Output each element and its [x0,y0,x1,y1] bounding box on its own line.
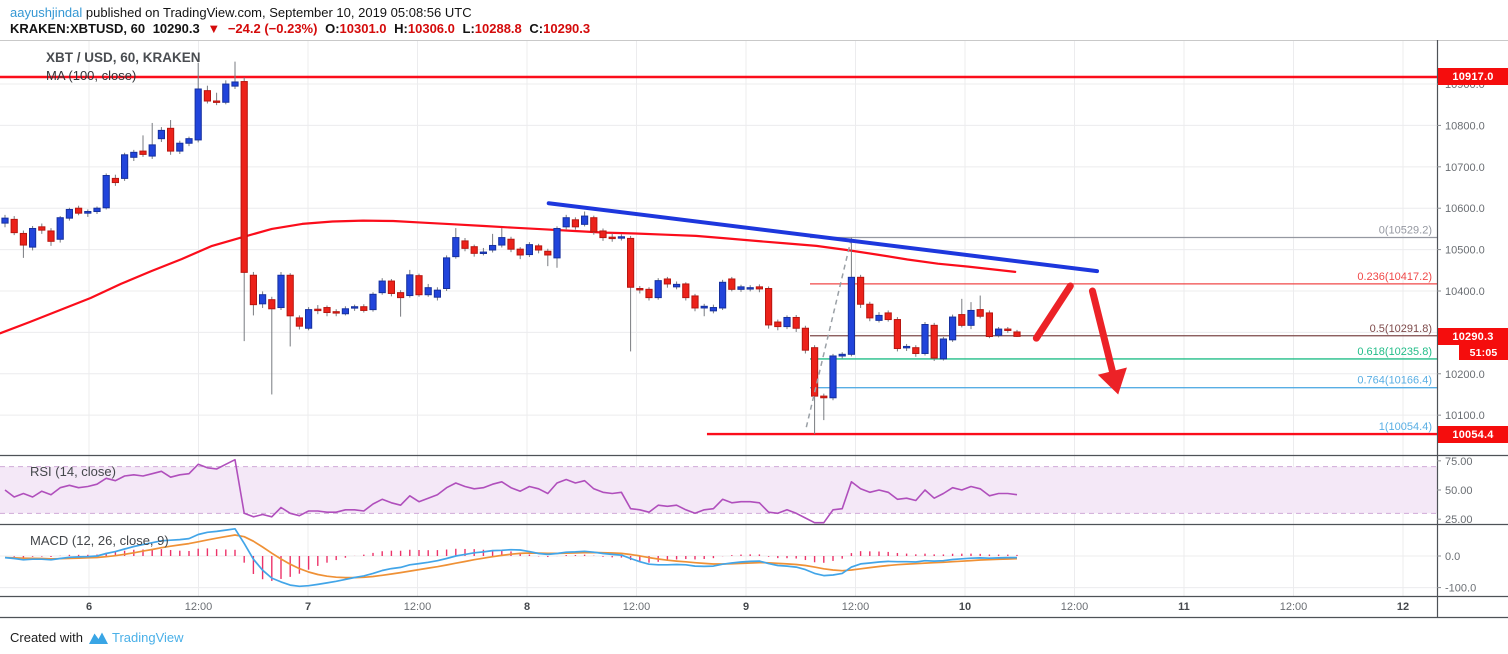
drawn-arrow [1032,282,1127,395]
svg-text:0.764(10166.4): 0.764(10166.4) [1357,375,1432,387]
resistance-price-tag: 10917.0 [1438,68,1508,85]
symbol-line: KRAKEN:XBTUSD, 60 10290.3 ▼ −24.2 (−0.23… [10,21,594,36]
rsi-band [0,466,1437,514]
high-value: 10306.0 [407,21,455,36]
svg-text:25.00: 25.00 [1445,514,1473,526]
author-link[interactable]: aayushjindal [10,5,83,20]
svg-text:0(10529.2): 0(10529.2) [1379,225,1432,237]
svg-text:6: 6 [86,601,92,613]
svg-text:10700.0: 10700.0 [1445,162,1485,174]
svg-text:0.0: 0.0 [1445,551,1460,563]
candles [1,61,1021,435]
svg-text:12:00: 12:00 [185,601,213,613]
svg-text:0.236(10417.2): 0.236(10417.2) [1357,271,1432,283]
fib-level-lines [810,236,1437,435]
publish-line: aayushjindal published on TradingView.co… [10,5,472,20]
rsi-legend[interactable]: RSI (14, close) [30,464,116,479]
svg-text:7: 7 [305,601,311,613]
low-label: L: [462,21,475,36]
svg-text:12:00: 12:00 [1280,601,1308,613]
svg-text:10500.0: 10500.0 [1445,245,1485,257]
last-price-tag: 10290.3 [1438,328,1508,345]
open-label: O: [325,21,340,36]
tradingview-logo-icon[interactable] [88,629,108,645]
svg-text:10600.0: 10600.0 [1445,203,1485,215]
fib-level-labels: 0(10529.2) 0.236(10417.2) 0.5(10291.8) 0.61… [1357,225,1432,434]
svg-text:0.618(10235.8): 0.618(10235.8) [1357,346,1432,358]
svg-text:50.00: 50.00 [1445,485,1473,497]
chart-title: XBT / USD, 60, KRAKEN [46,50,201,65]
svg-text:8: 8 [524,601,530,613]
symbol-title[interactable]: KRAKEN:XBTUSD, 60 [10,21,146,36]
svg-text:12:00: 12:00 [404,601,432,613]
tradingview-brand-link[interactable]: TradingView [111,629,184,645]
drawn-horizontal-lines [0,75,1437,436]
macd-line [4,527,1017,588]
ma-legend[interactable]: MA (100, close) [46,68,137,83]
macd-legend[interactable]: MACD (12, 26, close, 9) [30,533,169,548]
bar-countdown-tag: 51:05 [1459,345,1508,360]
svg-text:12:00: 12:00 [842,601,870,613]
svg-text:12:00: 12:00 [623,601,651,613]
price-change: −24.2 (−0.23%) [227,21,318,36]
pane-separators [0,40,1508,619]
close-label: C: [529,21,544,36]
svg-text:12: 12 [1397,601,1409,613]
dashed-drawing [805,241,852,428]
created-with-text: Created with [10,629,83,645]
svg-text:10100.0: 10100.0 [1445,410,1485,422]
header: aayushjindal published on TradingView.co… [0,0,1508,40]
svg-text:-100.0: -100.0 [1445,583,1476,595]
macd-histogram [13,548,1018,581]
footer: Created with TradingView [10,625,184,649]
svg-text:10200.0: 10200.0 [1445,369,1485,381]
svg-text:0.5(10291.8): 0.5(10291.8) [1370,323,1432,335]
gridlines [0,40,1437,596]
ma-line [0,219,1017,335]
svg-text:10: 10 [959,601,971,613]
svg-text:10800.0: 10800.0 [1445,120,1485,132]
down-arrow-icon: ▼ [207,21,221,36]
open-value: 10301.0 [339,21,387,36]
svg-text:11: 11 [1178,601,1190,613]
last-price-value: 10290.3 [152,21,200,36]
ma-line-group [0,219,1017,335]
time-axis-labels: 6 12:00 7 12:00 8 12:00 9 12:00 10 12:00 11 12:00 12 [86,601,1409,613]
svg-text:12:00: 12:00 [1061,601,1089,613]
trend-line [546,201,1100,274]
price-axis-labels: 10900.010800.010700.010600.010500.010400… [1437,79,1485,595]
support-price-tag: 10054.4 [1438,426,1508,443]
low-value: 10288.8 [474,21,522,36]
svg-text:9: 9 [743,601,749,613]
svg-text:1(10054.4): 1(10054.4) [1379,421,1432,433]
close-value: 10290.3 [543,21,591,36]
svg-text:10400.0: 10400.0 [1445,286,1485,298]
rsi-line [4,458,1018,524]
published-text: published on TradingView.com, September … [85,5,472,20]
macd-signal-line [4,534,1018,579]
high-label: H: [394,21,408,36]
svg-text:75.00: 75.00 [1445,456,1473,468]
